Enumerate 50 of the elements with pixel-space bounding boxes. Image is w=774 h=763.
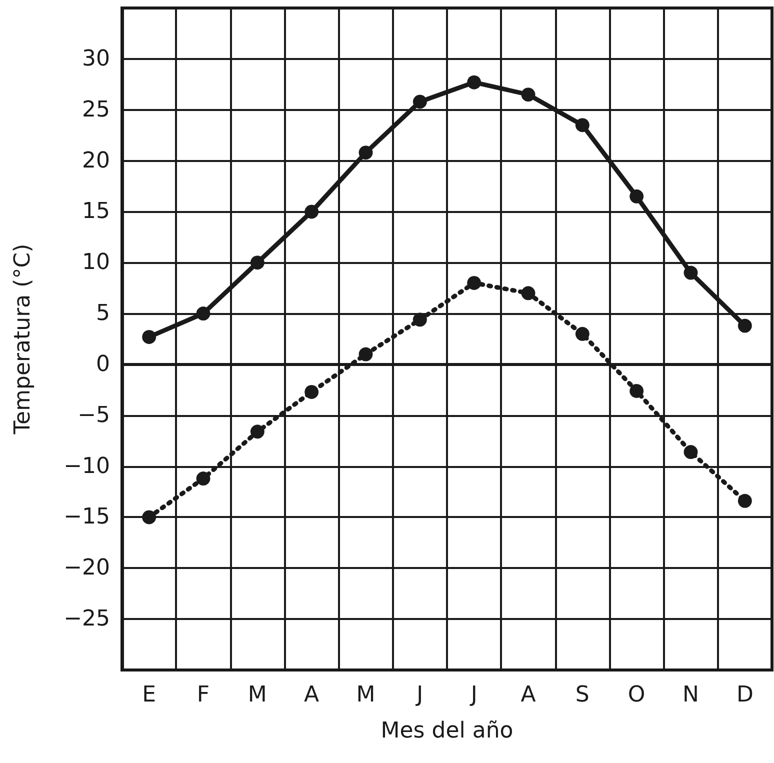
x-tick-label: M — [248, 682, 267, 708]
point — [358, 347, 373, 362]
point — [304, 204, 319, 219]
x-tick-label: F — [196, 682, 210, 708]
point — [630, 189, 644, 204]
point — [412, 312, 427, 327]
y-tick-label: −20 — [64, 556, 110, 581]
y-tick-label: 0 — [96, 352, 110, 377]
point — [521, 88, 536, 102]
x-tick-label: N — [682, 682, 699, 708]
y-tick-label: 20 — [82, 148, 110, 174]
y-tick-label: 10 — [82, 250, 110, 276]
x-tick-label: A — [520, 682, 536, 708]
point — [684, 266, 698, 280]
point — [412, 94, 427, 109]
x-tick-label: E — [142, 682, 156, 708]
point — [196, 306, 210, 321]
point — [358, 146, 373, 160]
point — [142, 510, 156, 524]
point — [467, 75, 482, 90]
y-axis-title: Temperatura (°C) — [10, 244, 36, 436]
y-tick-label: 25 — [82, 97, 110, 122]
point — [630, 384, 644, 398]
point — [738, 494, 752, 508]
point — [304, 384, 319, 399]
y-tick-label: 5 — [96, 301, 110, 326]
y-tick-label: −25 — [64, 606, 110, 632]
point — [250, 424, 264, 439]
point — [521, 286, 536, 300]
x-tick-label: J — [468, 682, 478, 708]
point — [467, 276, 482, 290]
x-tick-label: A — [304, 682, 320, 708]
point — [575, 118, 590, 132]
y-tick-label: 30 — [82, 46, 110, 72]
x-tick-label: O — [628, 682, 646, 708]
x-axis-title: Mes del año — [380, 718, 514, 744]
x-tick-label: S — [575, 682, 590, 708]
point — [575, 326, 590, 341]
y-tick-label: −15 — [64, 504, 110, 530]
y-tick-label: 15 — [82, 199, 110, 224]
point — [196, 472, 210, 486]
x-tick-label: M — [356, 682, 376, 708]
point — [142, 330, 156, 344]
y-tick-label: −5 — [78, 402, 110, 428]
point — [738, 318, 752, 333]
y-tick-label: −10 — [64, 454, 110, 479]
x-tick-label: D — [736, 682, 754, 708]
point — [250, 256, 264, 270]
point — [684, 445, 698, 460]
x-tick-label: J — [414, 682, 424, 708]
